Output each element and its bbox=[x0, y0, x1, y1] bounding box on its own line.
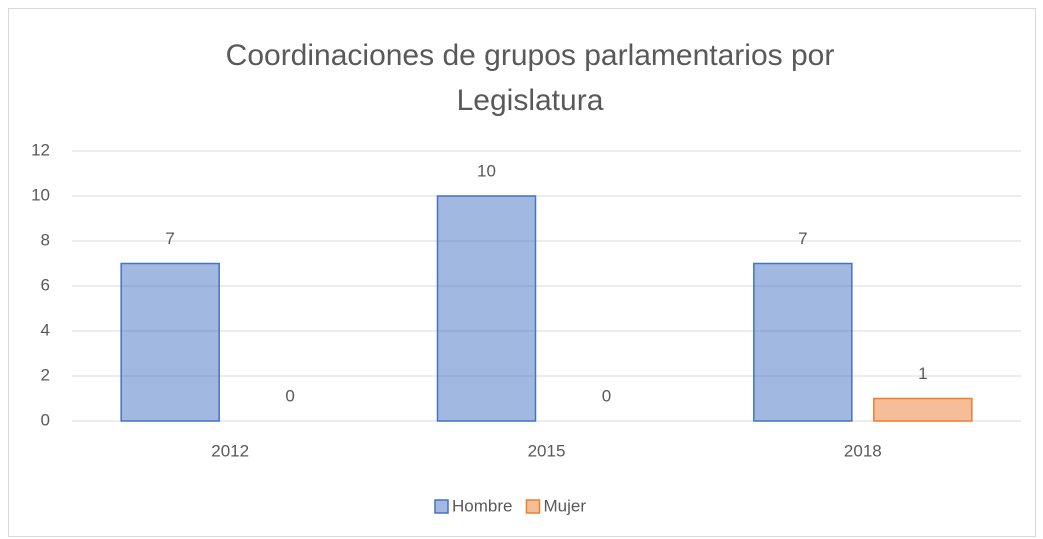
data-label: 1 bbox=[918, 364, 927, 383]
x-tick-label: 2015 bbox=[528, 441, 566, 460]
x-tick-label: 2012 bbox=[211, 441, 249, 460]
data-label: 7 bbox=[165, 229, 174, 248]
y-tick-label: 10 bbox=[31, 185, 50, 204]
bar bbox=[436, 195, 537, 422]
bar bbox=[873, 397, 973, 422]
legend-swatch bbox=[525, 499, 541, 514]
legend-swatch bbox=[434, 499, 449, 514]
y-tick-label: 6 bbox=[41, 275, 50, 294]
y-tick-label: 4 bbox=[41, 320, 50, 339]
legend-label: Mujer bbox=[543, 496, 586, 515]
y-tick-label: 12 bbox=[31, 140, 50, 159]
y-tick-label: 0 bbox=[41, 410, 50, 429]
y-tick-label: 8 bbox=[41, 230, 50, 249]
data-label: 0 bbox=[602, 386, 611, 405]
y-tick-label: 2 bbox=[41, 365, 50, 384]
data-label: 7 bbox=[798, 229, 807, 248]
legend-label: Hombre bbox=[452, 496, 512, 515]
data-label: 10 bbox=[477, 161, 496, 180]
bar bbox=[120, 262, 220, 422]
x-tick-label: 2018 bbox=[844, 441, 882, 460]
bar bbox=[753, 262, 853, 422]
chart-title: Legislatura bbox=[457, 84, 604, 117]
data-label: 0 bbox=[285, 386, 294, 405]
chart-title: Coordinaciones de grupos parlamentarios … bbox=[226, 39, 835, 72]
